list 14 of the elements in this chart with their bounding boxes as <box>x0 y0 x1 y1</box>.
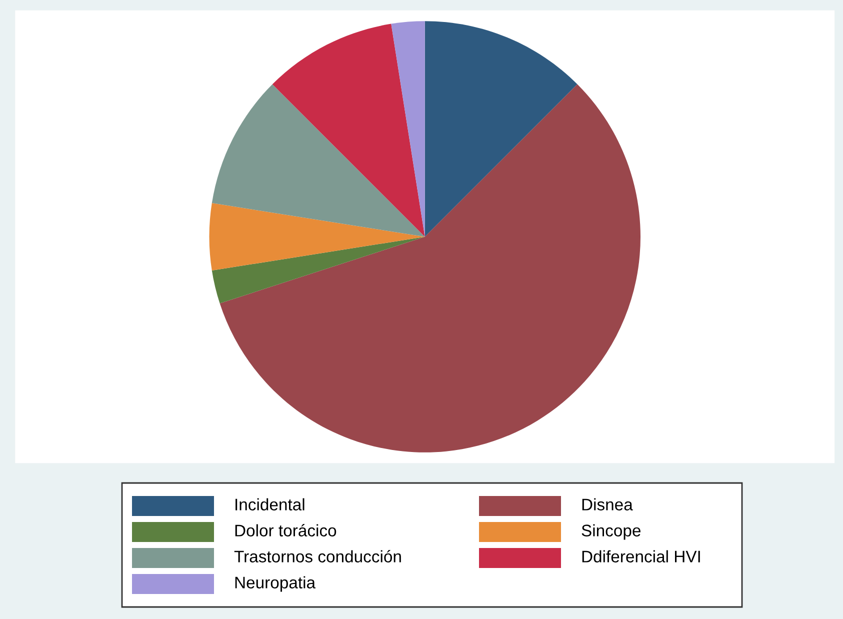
pie-slice <box>209 203 425 270</box>
legend-label: Disnea <box>582 498 633 510</box>
pie-slice <box>424 21 578 237</box>
legend-label: Dolor torácico <box>235 524 336 536</box>
legend-label: Incidental <box>236 498 304 510</box>
pie-slice <box>212 84 425 237</box>
pie-slice <box>272 24 425 237</box>
legend-label: Sincope <box>582 524 640 540</box>
pie-slice <box>212 236 425 304</box>
legend-label: Ddiferencial HVI <box>582 550 700 562</box>
legend-label: Trastornos conducción <box>234 550 401 562</box>
legend-label: Neuropatia <box>235 576 316 592</box>
pie-slice <box>220 84 640 452</box>
pie-slice <box>391 21 425 237</box>
